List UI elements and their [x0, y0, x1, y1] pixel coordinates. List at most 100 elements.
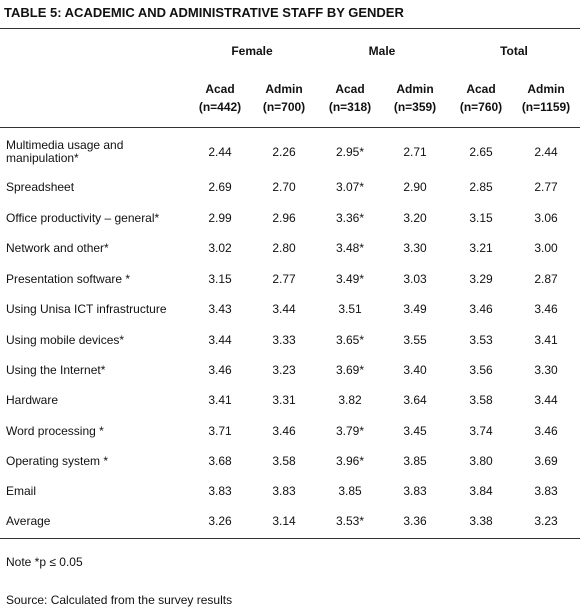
- cell: 3.51: [338, 302, 362, 316]
- cell: 2.77: [534, 180, 558, 194]
- cell: 3.44: [208, 333, 232, 347]
- cell: 3.56: [469, 363, 493, 377]
- cell: 3.83: [272, 484, 296, 498]
- cell: 3.58: [469, 393, 493, 407]
- cell: 2.77: [272, 272, 296, 286]
- cell: 3.02: [208, 241, 232, 255]
- cell: 3.85: [338, 484, 362, 498]
- cell: 3.38: [469, 514, 493, 528]
- group-header: Total: [500, 44, 528, 58]
- cell: 3.46: [469, 302, 493, 316]
- cell: 2.44: [208, 145, 232, 159]
- row-label: Multimedia usage and manipulation*: [6, 138, 124, 165]
- column-header: Acad: [466, 82, 496, 96]
- cell: 3.03: [403, 272, 427, 286]
- cell: 2.87: [534, 272, 558, 286]
- cell: 3.96*: [335, 454, 365, 468]
- row-label: Operating system *: [6, 454, 109, 468]
- cell: 3.83: [208, 484, 232, 498]
- cell: 3.36*: [335, 211, 365, 225]
- column-n: (n=760): [459, 100, 503, 114]
- cell: 3.69: [534, 454, 558, 468]
- cell: 3.55: [403, 333, 427, 347]
- cell: 3.48*: [335, 241, 365, 255]
- cell: 3.07*: [335, 180, 365, 194]
- row-label: Using Unisa ICT infrastructure: [6, 302, 167, 316]
- cell: 3.58: [272, 454, 296, 468]
- cell: 3.64: [403, 393, 427, 407]
- source: Source: Calculated from the survey resul…: [6, 593, 233, 607]
- cell: 3.15: [469, 211, 493, 225]
- cell: 3.23: [534, 514, 558, 528]
- cell: 3.30: [403, 241, 427, 255]
- cell: 3.46: [272, 424, 296, 438]
- cell: 3.31: [272, 393, 296, 407]
- cell: 3.44: [272, 302, 296, 316]
- cell: 2.95*: [335, 145, 365, 159]
- cell: 3.82: [338, 393, 362, 407]
- cell: 2.80: [272, 241, 296, 255]
- cell: 3.30: [534, 363, 558, 377]
- column-n: (n=700): [262, 100, 306, 114]
- row-label: Using mobile devices*: [6, 333, 125, 347]
- cell: 3.53: [469, 333, 493, 347]
- cell: 2.69: [208, 180, 232, 194]
- table-title: TABLE 5: ACADEMIC AND ADMINISTRATIVE STA…: [4, 5, 404, 20]
- cell: 2.96: [272, 211, 296, 225]
- cell: 3.44: [534, 393, 558, 407]
- rule: [0, 538, 580, 539]
- cell: 3.69*: [335, 363, 365, 377]
- row-label: Word processing *: [6, 424, 104, 438]
- cell: 3.14: [272, 514, 296, 528]
- cell: 3.40: [403, 363, 427, 377]
- row-label: Network and other*: [6, 241, 109, 255]
- cell: 2.90: [403, 180, 427, 194]
- cell: 3.83: [403, 484, 427, 498]
- cell: 3.21: [469, 241, 493, 255]
- cell: 2.26: [272, 145, 296, 159]
- cell: 3.45: [403, 424, 427, 438]
- cell: 3.15: [208, 272, 232, 286]
- cell: 3.41: [208, 393, 232, 407]
- column-header: Admin: [396, 82, 434, 96]
- cell: 3.80: [469, 454, 493, 468]
- cell: 3.71: [208, 424, 232, 438]
- cell: 3.46: [534, 424, 558, 438]
- cell: 3.26: [208, 514, 232, 528]
- cell: 3.83: [534, 484, 558, 498]
- cell: 2.85: [469, 180, 493, 194]
- row-label: Spreadsheet: [6, 180, 75, 194]
- cell: 2.70: [272, 180, 296, 194]
- rule: [0, 28, 580, 29]
- row-label: Office productivity – general*: [6, 211, 160, 225]
- cell: 3.49*: [335, 272, 365, 286]
- row-label: Presentation software *: [6, 272, 131, 286]
- column-header: Acad: [335, 82, 365, 96]
- row-label: Average: [6, 514, 51, 528]
- cell: 3.20: [403, 211, 427, 225]
- column-header: Admin: [527, 82, 565, 96]
- cell: 3.68: [208, 454, 232, 468]
- group-header: Female: [231, 44, 273, 58]
- cell: 3.84: [469, 484, 493, 498]
- cell: 3.46: [534, 302, 558, 316]
- column-header: Acad: [205, 82, 235, 96]
- group-header: Male: [368, 44, 396, 58]
- cell: 3.65*: [335, 333, 365, 347]
- row-label: Using the Internet*: [6, 363, 106, 377]
- cell: 3.85: [403, 454, 427, 468]
- column-n: (n=318): [328, 100, 372, 114]
- cell: 2.65: [469, 145, 493, 159]
- cell: 3.00: [534, 241, 558, 255]
- cell: 2.99: [208, 211, 232, 225]
- cell: 3.29: [469, 272, 493, 286]
- cell: 3.23: [272, 363, 296, 377]
- row-label: Email: [6, 484, 37, 498]
- column-header: Admin: [265, 82, 303, 96]
- cell: 3.79*: [335, 424, 365, 438]
- column-n: (n=359): [393, 100, 437, 114]
- cell: 3.74: [469, 424, 493, 438]
- cell: 3.46: [208, 363, 232, 377]
- rule: [0, 127, 580, 128]
- note: Note *p ≤ 0.05: [6, 555, 83, 569]
